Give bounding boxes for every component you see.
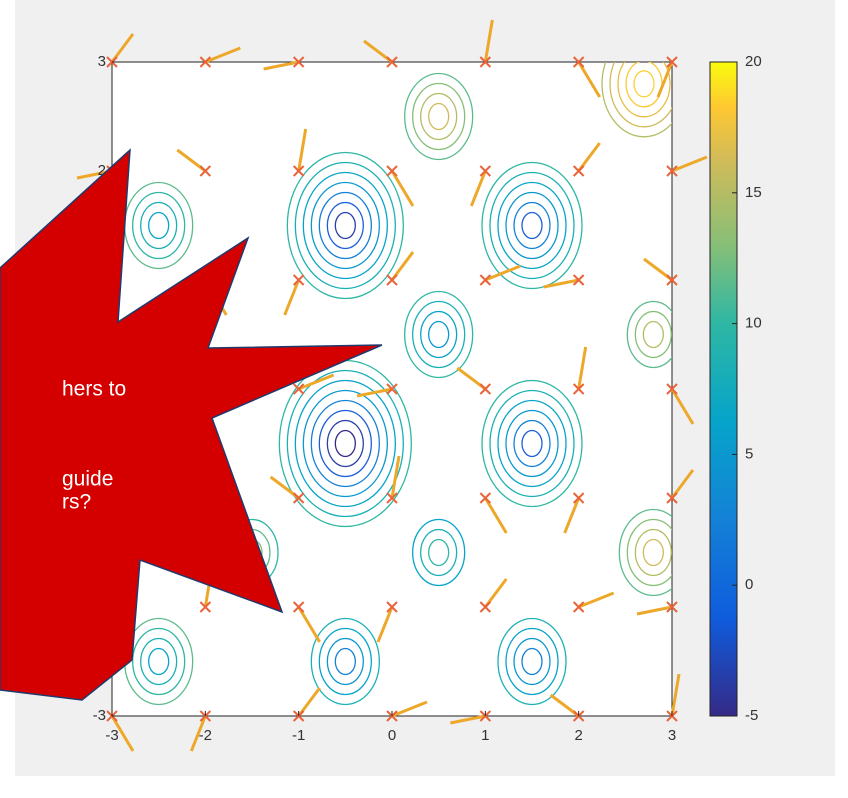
- slide: -3-2-10123-3-2-10123-505101520hers togui…: [0, 0, 848, 798]
- y-tick-label: 3: [98, 53, 106, 70]
- x-tick-label: -1: [292, 727, 305, 744]
- x-tick-label: -2: [199, 727, 212, 744]
- colorbar: [710, 62, 737, 716]
- callout-text: hers to: [62, 378, 126, 401]
- x-tick-label: -3: [105, 727, 118, 744]
- page: {"chart_data": {"type": "contour", "xlim…: [0, 0, 848, 798]
- callout-text: guide: [62, 468, 113, 491]
- y-tick-label: -3: [93, 707, 106, 724]
- callout-text: rs?: [62, 491, 91, 514]
- x-tick-label: 2: [574, 727, 582, 744]
- colorbar-tick-label: 15: [745, 184, 762, 201]
- x-tick-label: 3: [668, 727, 676, 744]
- colorbar-tick-label: -5: [745, 707, 758, 724]
- x-tick-label: 0: [388, 727, 396, 744]
- colorbar-tick-label: 20: [745, 53, 762, 70]
- x-tick-label: 1: [481, 727, 489, 744]
- colorbar-tick-label: 5: [745, 445, 753, 462]
- colorbar-tick-label: 0: [745, 576, 753, 593]
- colorbar-tick-label: 10: [745, 315, 762, 332]
